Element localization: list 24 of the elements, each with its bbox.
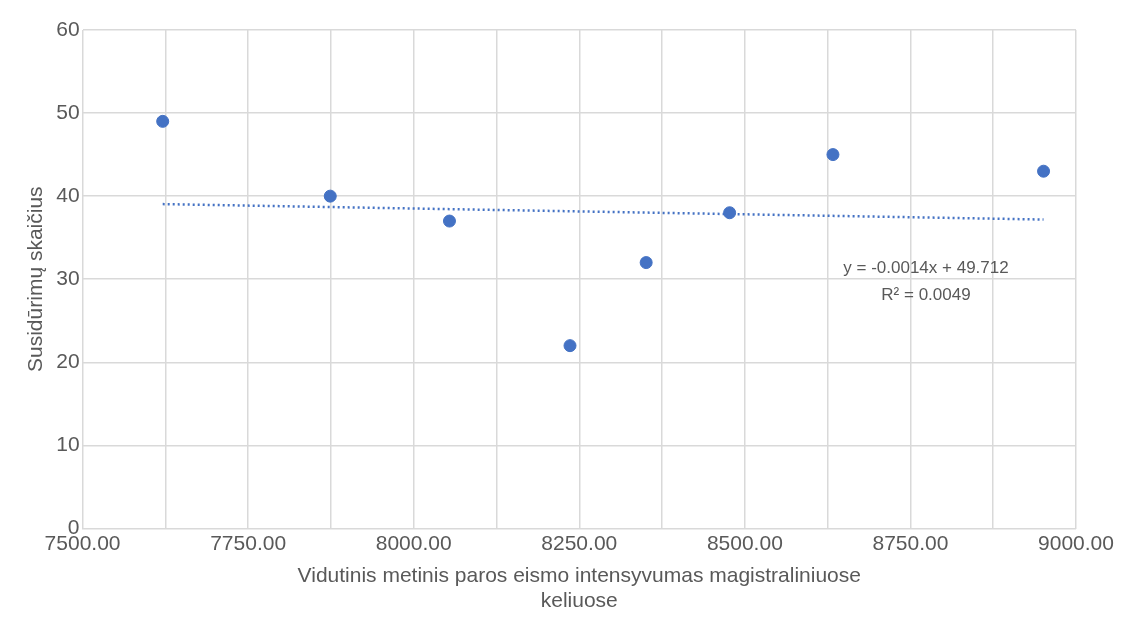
y-tick-label: 30: [56, 266, 80, 289]
x-tick-label: 8500.00: [706, 530, 783, 554]
x-tick-label: 7750.00: [210, 530, 287, 554]
point: [826, 148, 840, 162]
y-tick-label: 60: [56, 16, 80, 40]
point: [563, 339, 577, 353]
y-tick-label: 50: [56, 99, 80, 123]
annotation: R² = 0.0049: [881, 285, 971, 304]
y-axis-title: Susidūrimų skaičius: [23, 186, 47, 372]
x-axis-title: Vidutinis metinis paros eismo intensyvumas magistraliniuose keliuose: [297, 563, 861, 612]
x-tick-label: 8750.00: [872, 530, 949, 554]
point: [1037, 164, 1051, 178]
point: [323, 189, 337, 203]
y-tick-label: 40: [56, 182, 80, 206]
point: [442, 214, 456, 228]
y-tick-label: 10: [56, 432, 80, 456]
point: [723, 206, 737, 220]
x-tick-label: 8250.00: [541, 530, 618, 554]
point: [156, 114, 170, 128]
x-tick-label: 8000.00: [375, 530, 452, 554]
point: [639, 256, 653, 270]
annotation: y = -0.0014x + 49.712: [843, 258, 1009, 277]
y-tick-label: 20: [56, 349, 80, 373]
x-tick-label: 9000.00: [1038, 530, 1114, 554]
